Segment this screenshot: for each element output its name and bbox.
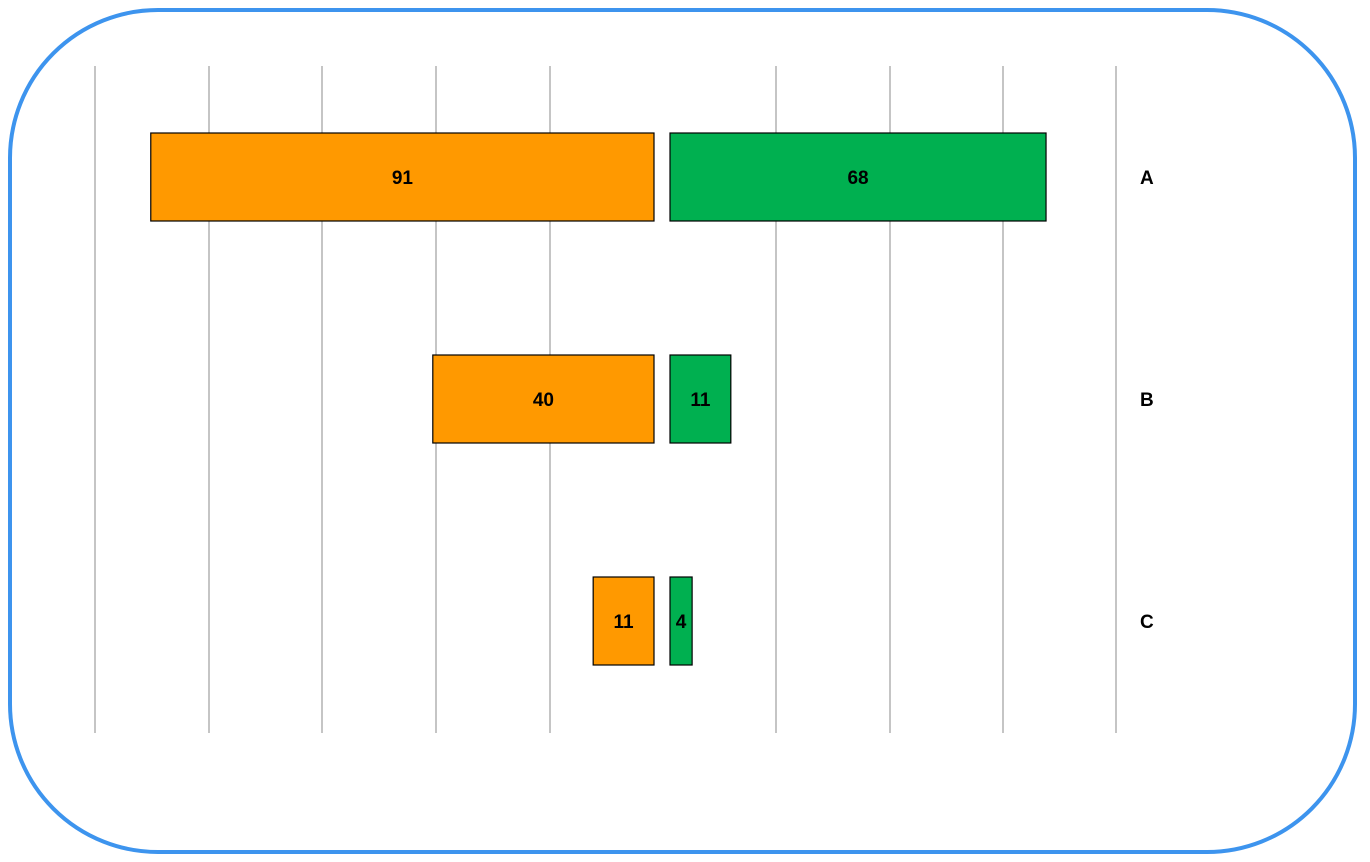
value-label-a-series-2: 68 [847, 168, 868, 189]
category-label-b: B [1140, 390, 1154, 411]
value-labels: 91 68 40 11 11 4 [392, 168, 869, 633]
category-label-c: C [1140, 612, 1154, 633]
bar-c-series-2 [669, 576, 693, 666]
value-label-a-series-1: 91 [392, 168, 414, 189]
bar-a-series-2 [669, 132, 1047, 222]
bar-b-series-2 [669, 354, 732, 444]
bar-b-series-1 [432, 354, 655, 444]
value-label-b-series-2: 11 [690, 390, 711, 411]
value-label-c-series-2: 4 [676, 612, 687, 633]
value-label-c-series-1: 11 [614, 612, 635, 633]
bars [150, 132, 1047, 666]
category-labels: A B C [1140, 168, 1154, 633]
bar-a-series-1 [150, 132, 655, 222]
value-label-b-series-1: 40 [533, 390, 554, 411]
category-label-a: A [1140, 168, 1154, 189]
bar-c-series-1 [592, 576, 655, 666]
